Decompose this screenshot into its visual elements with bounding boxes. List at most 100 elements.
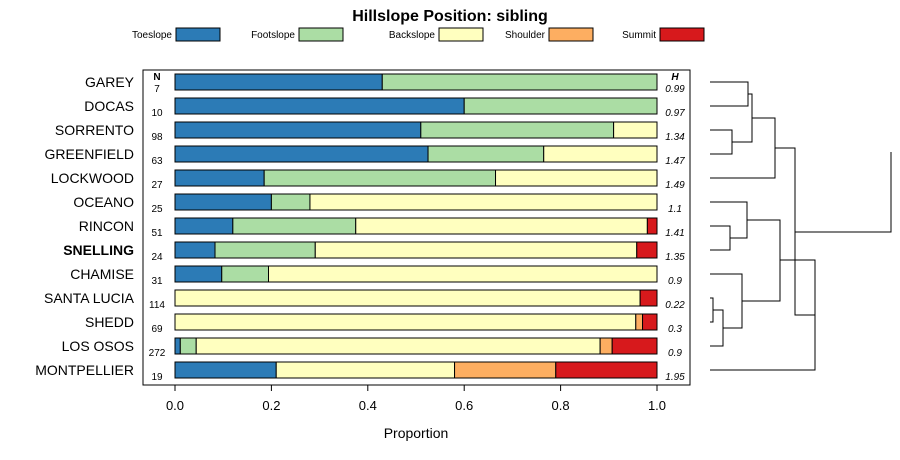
bar-segment <box>263 169 497 187</box>
h-value: 1.34 <box>665 132 685 143</box>
n-value: 69 <box>151 324 163 335</box>
soil-label: SANTA LUCIA <box>44 290 135 306</box>
n-value: 98 <box>151 132 163 143</box>
dendrogram-branch <box>710 297 714 323</box>
legend-label: Footslope <box>251 30 295 41</box>
bar-segment <box>611 337 658 355</box>
bar-segment <box>642 313 658 331</box>
n-value: 7 <box>154 84 160 95</box>
bar-segment <box>454 361 557 379</box>
bar-segment <box>613 121 658 139</box>
bar-segment <box>174 241 216 259</box>
plot-frame <box>142 69 691 386</box>
bar-segment <box>381 73 658 91</box>
bar-segment <box>355 217 648 235</box>
bar-segment <box>495 169 658 187</box>
dendrogram-branch <box>710 201 748 239</box>
bar-segment <box>309 193 658 211</box>
bar-segment <box>174 121 422 139</box>
n-value: 63 <box>151 156 163 167</box>
n-value: 51 <box>151 228 163 239</box>
n-value: 19 <box>151 372 163 383</box>
bar-segment <box>635 313 644 331</box>
bar-segment <box>463 97 658 115</box>
legend-swatch <box>298 27 344 42</box>
soil-label: RINCON <box>79 218 134 234</box>
bar-segment <box>174 289 641 307</box>
bar-segment <box>646 217 658 235</box>
dendrogram-branch <box>710 309 724 347</box>
soil-label: SHEDD <box>85 314 134 330</box>
n-value: 24 <box>151 252 163 263</box>
x-axis: 0.0 0.2 0.4 0.6 0.8 1.0 <box>166 385 666 413</box>
h-value: 0.9 <box>668 348 682 359</box>
soil-label: CHAMISE <box>70 266 134 282</box>
bar-segment <box>174 97 465 115</box>
legend-label: Backslope <box>389 30 436 41</box>
bar-segment <box>174 313 637 331</box>
bar-segment <box>195 337 601 355</box>
n-value: 31 <box>151 276 163 287</box>
n-value: 10 <box>151 108 163 119</box>
soil-label: OCEANO <box>73 194 134 210</box>
h-value: 0.22 <box>665 300 685 311</box>
x-tick-label: 0.4 <box>359 398 377 413</box>
bar-segment <box>543 145 658 163</box>
x-tick-label: 0.6 <box>455 398 473 413</box>
dendrogram <box>710 81 892 371</box>
h-value: 0.9 <box>668 276 682 287</box>
soil-label: GREENFIELD <box>45 146 134 162</box>
bar-segment <box>174 193 272 211</box>
bar-segment <box>275 361 456 379</box>
soil-label: MONTPELLIER <box>35 362 134 378</box>
n-column-header: N <box>153 72 160 83</box>
h-value: 1.47 <box>665 156 685 167</box>
bar-segment <box>427 145 545 163</box>
bar-segment <box>555 361 658 379</box>
bar-segment <box>221 265 270 283</box>
bar-segment <box>174 145 429 163</box>
x-tick-label: 1.0 <box>648 398 666 413</box>
bar-segment <box>314 241 638 259</box>
legend-swatch <box>438 27 484 42</box>
legend: Toeslope Footslope Backslope Shoulder Summit <box>132 27 705 42</box>
legend-label: Summit <box>622 30 656 41</box>
x-axis-title: Proportion <box>384 425 449 441</box>
x-tick-label: 0.2 <box>262 398 280 413</box>
chart-title: Hillslope Position: sibling <box>352 8 548 25</box>
bar-segment <box>179 337 197 355</box>
h-value: 1.41 <box>665 228 684 239</box>
bar-rows: GAREY 7 0.99 DOCAS 10 0.97 SORRENTO 98 1.34 GREEN… <box>35 73 685 383</box>
x-tick-label: 0.0 <box>166 398 184 413</box>
dendrogram-branch <box>710 117 776 179</box>
soil-label: DOCAS <box>84 98 134 114</box>
bar-segment <box>268 265 658 283</box>
dendrogram-branch <box>710 225 731 251</box>
dendrogram-branch <box>710 81 749 107</box>
bar-segment <box>599 337 613 355</box>
legend-label: Toeslope <box>132 30 172 41</box>
soil-label: LOCKWOOD <box>51 170 134 186</box>
n-value: 114 <box>149 300 165 311</box>
dendrogram-branch <box>732 93 753 143</box>
x-tick-label: 0.8 <box>552 398 570 413</box>
dendrogram-branch <box>710 273 743 329</box>
soil-label: LOS OSOS <box>62 338 134 354</box>
h-value: 0.99 <box>665 84 685 95</box>
bar-segment <box>636 241 658 259</box>
n-value: 272 <box>149 348 166 359</box>
bar-segment <box>232 217 357 235</box>
legend-swatch <box>548 27 594 42</box>
bar-segment <box>174 217 234 235</box>
dendrogram-branch <box>795 152 892 233</box>
legend-label: Shoulder <box>505 30 546 41</box>
legend-swatch <box>175 27 221 42</box>
soil-label: SORRENTO <box>55 122 134 138</box>
h-column-header: H <box>671 72 679 83</box>
soil-label: SNELLING <box>63 242 134 258</box>
bar-segment <box>174 169 265 187</box>
h-value: 0.3 <box>668 324 682 335</box>
h-value: 1.49 <box>665 180 685 191</box>
h-value: 1.35 <box>665 252 685 263</box>
